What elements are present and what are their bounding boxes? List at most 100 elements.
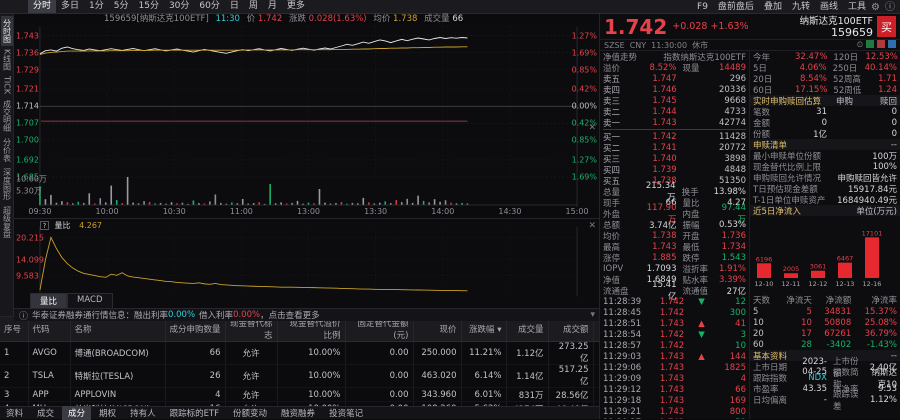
- basic-row-3: 日均偏离 - 跟踪误差 1.12%: [750, 390, 900, 412]
- col-header-3[interactable]: 成分申购数量: [165, 317, 226, 342]
- help-icon[interactable]: [885, 2, 896, 13]
- top-menu-right-item-5[interactable]: 工具: [847, 1, 866, 12]
- cell-现价: 343.960: [413, 387, 462, 402]
- bottom-tab-1[interactable]: 成交: [37, 409, 55, 419]
- rail-tab-2[interactable]: TICK: [2, 76, 12, 95]
- col-header-8[interactable]: 涨跌幅 ▾: [461, 317, 507, 342]
- ask-row-4[interactable]: 卖一 1.743 42774: [600, 117, 749, 129]
- col-header-2[interactable]: 名称: [70, 317, 166, 342]
- intraday-price-chart[interactable]: 1.743 1.736 1.729 1.721 1.714 1.707 1.700 1.692…: [14, 25, 599, 207]
- basic-label: 日均偏离: [753, 395, 788, 406]
- basic-value: NDX: [808, 372, 827, 383]
- bid-row-2[interactable]: 买三 1.740 3898: [600, 153, 749, 165]
- tick-time: 11:29:27: [603, 418, 647, 420]
- perf-label: 20日: [753, 74, 773, 85]
- rail-tab-0[interactable]: 分时图: [0, 16, 13, 46]
- top-menu-item-6[interactable]: 60分: [199, 1, 220, 11]
- ask-row-1[interactable]: 卖四 1.746 20336: [600, 84, 749, 96]
- ask-row-0[interactable]: 卖五 1.747 296: [600, 73, 749, 85]
- info-icon: ⓘ: [19, 311, 29, 322]
- top-menu-right-item-3[interactable]: 九转: [791, 1, 810, 12]
- ask-row-2[interactable]: 卖三 1.745 9668: [600, 95, 749, 107]
- col-header-11[interactable]: 10日涨跌幅: [593, 317, 599, 342]
- add-icon[interactable]: [888, 40, 896, 48]
- top-menu-item-3[interactable]: 5分: [113, 1, 129, 11]
- bottom-tab-8[interactable]: 投资笔记: [329, 409, 364, 419]
- top-menu-right-item-0[interactable]: F9: [697, 1, 708, 12]
- bottom-tab-7[interactable]: 融资融券: [281, 409, 316, 419]
- top-menu-item-0[interactable]: 分时: [28, 0, 57, 13]
- chart-icon[interactable]: ⏲: [856, 40, 863, 49]
- rail-tab-6[interactable]: 超级复盘: [2, 206, 12, 239]
- col-header-10[interactable]: 成交额: [548, 317, 594, 342]
- top-menu-item-10[interactable]: 更多: [286, 1, 305, 11]
- bottom-tab-6[interactable]: 份额变动: [233, 409, 268, 419]
- top-menu-item-1[interactable]: 多日: [61, 1, 80, 11]
- bottom-tab-3[interactable]: 期权: [99, 409, 117, 419]
- top-menu-item-8[interactable]: 周: [248, 1, 258, 11]
- col-header-1[interactable]: 代码: [28, 317, 71, 342]
- stat-value: 1.885: [652, 252, 677, 263]
- ask-row-3[interactable]: 卖二 1.744 4733: [600, 106, 749, 118]
- level-price: 1.742: [652, 131, 677, 142]
- table-row[interactable]: 1 AVGO 博通(BROADCOM) 66 允许 10.00% 0.00 250.000 11…: [0, 341, 599, 365]
- gear-icon[interactable]: [871, 2, 882, 13]
- help-badge-icon[interactable]: ?: [40, 221, 49, 230]
- bid-row-0[interactable]: 买一 1.742 11428: [600, 131, 749, 143]
- volume-ratio-chart[interactable]: ? 量比 4.267 20.215 14.099 9.583 量比 MACD ✕: [14, 218, 599, 308]
- rail-tab-1[interactable]: K线图: [2, 49, 12, 71]
- bid-row-3[interactable]: 买四 1.739 4848: [600, 164, 749, 176]
- bottom-tab-4[interactable]: 持有人: [130, 409, 156, 419]
- bid-row-4[interactable]: 买五 1.738 51350: [600, 175, 749, 187]
- netflow-amount: -3402: [826, 339, 852, 350]
- netflow-days-count: 10: [801, 317, 812, 328]
- top-menu-item-7[interactable]: 日: [229, 1, 239, 11]
- top-menu-item-9[interactable]: 月: [267, 1, 277, 11]
- basic-value-2: 1.12%: [869, 394, 897, 405]
- pct-axis-label-8: 1.69%: [571, 172, 597, 182]
- col-header-6[interactable]: 固定替代金额(元): [345, 317, 414, 342]
- tick-direction-icon: ▲: [698, 351, 705, 362]
- bid-row-1[interactable]: 买二 1.741 20772: [600, 142, 749, 154]
- col-header-4[interactable]: 现金替代标志: [225, 317, 278, 342]
- flag-icon[interactable]: [877, 40, 885, 48]
- buy-button[interactable]: 买: [877, 16, 896, 37]
- netflow-col-1: 净流天: [786, 296, 812, 306]
- col-header-7[interactable]: 现价: [413, 317, 462, 342]
- close-chart-icon[interactable]: ✕: [588, 123, 596, 133]
- edit-icon[interactable]: [866, 40, 874, 48]
- table-row[interactable]: 4MU美光科技(MICRON)16允许10.00%0.00108.2605.62…: [0, 401, 599, 406]
- cell-成交额: 517.25亿: [548, 364, 594, 388]
- netflow-bar-chart[interactable]: 6196 12-10 2005 12-11 3061 12-12 6467 12-13 1710…: [750, 216, 900, 294]
- top-menu-item-2[interactable]: 1分: [89, 1, 104, 11]
- col-header-5[interactable]: 现金替代溢价比例: [277, 317, 346, 342]
- perf-value: 4.06%: [799, 62, 827, 73]
- top-menu-right-item-4[interactable]: 画线: [819, 1, 838, 12]
- top-menu-item-4[interactable]: 15分: [138, 1, 159, 11]
- tick-volume: 53: [706, 418, 746, 420]
- table-row[interactable]: 2 TSLA 特斯拉(TESLA) 26 允许 10.00% 0.00 463.020 6.14…: [0, 364, 599, 388]
- tick-direction-icon: ▼: [698, 296, 705, 307]
- quote-vol-label: 成交量: [424, 14, 450, 24]
- col-header-9[interactable]: 成交量: [506, 317, 549, 342]
- tick-volume: 144: [729, 351, 746, 362]
- detail-body: 净值走势 指数纳斯达克100ETF 溢价 8.52% 现量 14489 卖五 1.…: [600, 51, 900, 419]
- cell-名称: 博通(BROADCOM): [70, 341, 166, 365]
- col-header-0[interactable]: 序号: [0, 317, 29, 342]
- close-subchart-icon[interactable]: ✕: [588, 221, 596, 231]
- bottom-tab-2[interactable]: 成分: [62, 406, 92, 420]
- rail-tab-4[interactable]: 分价表: [2, 138, 12, 163]
- rail-tab-3[interactable]: 成交明细: [2, 100, 12, 133]
- bottom-tab-0[interactable]: 资料: [6, 409, 24, 419]
- subchart-tab-1[interactable]: MACD: [67, 293, 113, 308]
- subchart-tab-0[interactable]: 量比: [30, 293, 68, 308]
- bottom-tab-5[interactable]: 跟踪标的ETF: [169, 409, 220, 419]
- margin-notice-bar[interactable]: ⓘ 华泰证券融券通行情信息： 融出利率 0.00% 借入利率 0.00% ，点击…: [14, 308, 599, 322]
- cell-现价: 108.260: [413, 401, 462, 406]
- top-menu-right-item-1[interactable]: 盘前盘后: [717, 1, 754, 12]
- top-menu-item-5[interactable]: 30分: [168, 1, 190, 11]
- rail-tab-5[interactable]: 深度图形: [2, 168, 12, 201]
- top-menu-right-item-2[interactable]: 叠加: [763, 1, 782, 12]
- table-row[interactable]: 3 APP APPLOVIN 4 允许 10.00% 0.00 343.960 6.01% 831…: [0, 387, 599, 402]
- notice-collapse-icon[interactable]: ▾: [590, 310, 595, 320]
